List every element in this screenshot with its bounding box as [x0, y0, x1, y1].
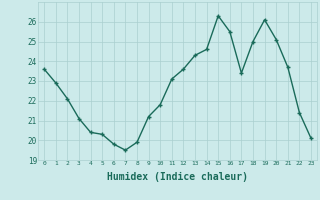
X-axis label: Humidex (Indice chaleur): Humidex (Indice chaleur): [107, 172, 248, 182]
